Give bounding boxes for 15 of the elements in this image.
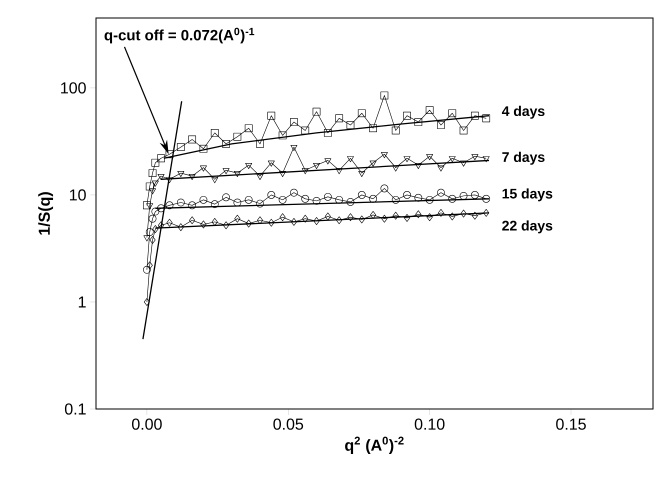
y-tick-label: 100 — [61, 82, 86, 94]
y-axis-title: 1/S(q) — [38, 192, 54, 235]
series-label: 7 days — [502, 152, 545, 165]
series-label: 4 days — [502, 106, 545, 119]
x-axis-title: q$^{2}$ (A$^{0}$)$^{-2}$ — [345, 436, 404, 454]
annotation: q-cut off = 0.072(A$^{0}$)$^{-1}$ — [104, 28, 254, 44]
y-tick-label: 10 — [70, 189, 86, 201]
y-tick-label: 0.1 — [64, 403, 86, 415]
series-label: 15 days — [502, 188, 552, 202]
series-label: 22 days — [502, 220, 552, 234]
x-tick-label: 0.00 — [132, 418, 162, 430]
x-tick-label: 0.10 — [414, 418, 445, 430]
y-tick-label: 1 — [78, 296, 86, 308]
x-tick-label: 0.15 — [556, 418, 586, 430]
x-tick-label: 0.05 — [273, 418, 304, 430]
